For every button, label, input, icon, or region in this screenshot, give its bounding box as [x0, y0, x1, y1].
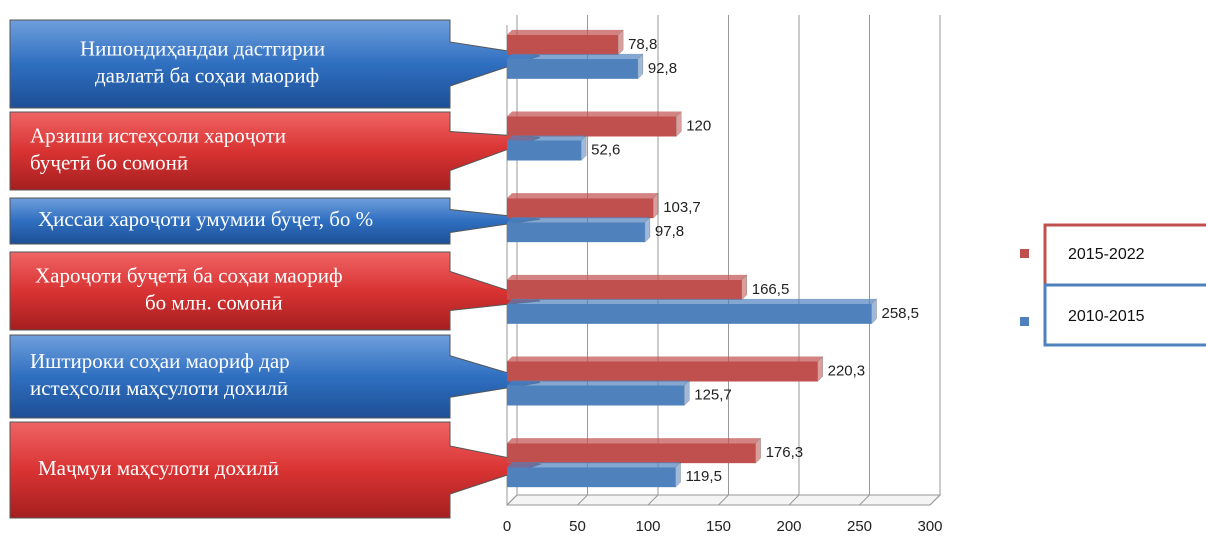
bar — [507, 361, 818, 382]
category-label: истеҳсоли маҳсулоти дохилӣ — [30, 376, 288, 400]
legend-frame — [1043, 283, 1206, 347]
x-tick-label: 50 — [569, 518, 586, 535]
value-label: 125,7 — [694, 386, 732, 403]
bar-top — [507, 53, 643, 59]
category-callout — [9, 334, 541, 419]
value-label: 258,5 — [881, 305, 919, 322]
value-label: 52,6 — [591, 141, 620, 158]
value-label: 220,3 — [828, 362, 866, 379]
bar-top — [507, 274, 747, 280]
bar-top — [507, 217, 650, 223]
value-label: 78,8 — [628, 36, 657, 53]
category-label: Арзиши истеҳсоли хароҷоти — [30, 123, 286, 147]
category-label: бо млн. сомонӣ — [145, 290, 283, 314]
bar-top — [507, 298, 877, 304]
value-label: 120 — [686, 117, 711, 134]
grid-line — [929, 15, 941, 506]
category-label: Нишондиҳандаи дастгирии — [80, 36, 325, 60]
bar-top — [507, 462, 681, 468]
bar-top — [507, 135, 587, 141]
bar-top — [507, 29, 624, 35]
value-label: 119,5 — [685, 468, 721, 485]
legend-label: 2015-2022 — [1068, 246, 1145, 263]
category-callout — [9, 111, 541, 191]
bar — [507, 34, 619, 55]
value-label: 97,8 — [655, 223, 684, 240]
grid-line — [577, 15, 588, 506]
legend-label: 2010-2015 — [1068, 308, 1145, 325]
bar — [507, 385, 685, 406]
bar — [507, 303, 872, 324]
grid-line — [718, 15, 729, 506]
category-label: буҷетӣ бо сомонӣ — [30, 150, 188, 174]
value-label: 103,7 — [663, 199, 701, 216]
grid-line — [506, 15, 518, 506]
bar-top — [507, 111, 682, 117]
x-tick-label: 300 — [917, 518, 942, 535]
bar — [507, 198, 654, 219]
grid: 0 50 100 150 200 250 300 — [503, 15, 943, 535]
value-label: 166,5 — [752, 281, 790, 298]
value-label: 176,3 — [766, 444, 804, 461]
bar — [507, 58, 638, 79]
grid-line — [788, 15, 800, 506]
bars: 78,8 120 103,7 166,5 220,3 176,3 92,8 52,6 97,8 2… — [507, 29, 919, 488]
category-label: Маҷмуи маҳсулоти дохилӣ — [38, 456, 279, 480]
bar — [507, 443, 756, 464]
category-callout — [9, 421, 542, 519]
legend-swatch — [1020, 317, 1029, 326]
category-callout — [9, 251, 541, 331]
bar — [507, 116, 677, 137]
x-tick-label: 100 — [635, 518, 660, 535]
bar-top — [507, 380, 690, 386]
category-callout — [9, 197, 541, 245]
bar-top — [507, 438, 761, 444]
bar — [507, 222, 645, 243]
category-label: Иштироки соҳаи маориф дар — [30, 349, 290, 373]
category-callout — [9, 19, 541, 109]
category-label: Ҳиссаи хароҷоти умумии буҷет, бо % — [38, 207, 373, 231]
value-label: 92,8 — [648, 60, 677, 77]
bar-top — [507, 356, 823, 362]
x-tick-label: 200 — [776, 518, 801, 535]
bar — [507, 279, 742, 300]
category-label: Хароҷоти буҷетӣ ба соҳаи маориф — [35, 263, 343, 287]
x-tick-label: 0 — [503, 518, 511, 535]
x-tick-label: 250 — [847, 518, 872, 535]
bar-top — [507, 193, 659, 199]
category-label: давлатӣ ба соҳаи маориф — [95, 63, 319, 87]
legend-swatch — [1020, 249, 1029, 258]
bar — [507, 467, 676, 488]
legend: 2015-2022 2010-2015 — [1020, 223, 1206, 347]
grid-line — [859, 15, 870, 506]
callouts: Нишондиҳандаи дастгирии давлатӣ ба соҳаи … — [9, 19, 542, 519]
x-tick-label: 150 — [706, 518, 731, 535]
grid-line — [647, 15, 659, 506]
bar — [507, 140, 582, 161]
